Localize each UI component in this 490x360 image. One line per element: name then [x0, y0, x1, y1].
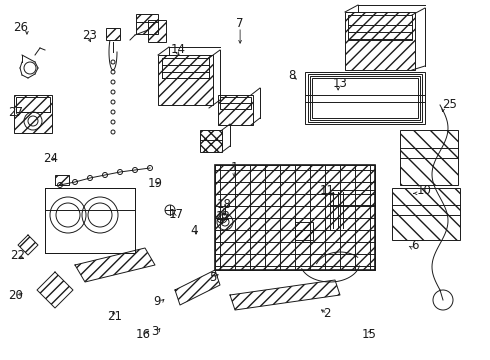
Text: 25: 25 — [442, 98, 457, 111]
Text: 15: 15 — [362, 328, 376, 341]
Text: 27: 27 — [8, 106, 23, 119]
Bar — [218, 95, 253, 125]
Bar — [348, 15, 412, 40]
Bar — [162, 58, 209, 78]
Text: 12: 12 — [216, 210, 231, 222]
Bar — [200, 130, 222, 152]
Bar — [330, 190, 375, 230]
Text: 2: 2 — [323, 307, 331, 320]
Bar — [45, 188, 135, 253]
Text: 22: 22 — [10, 249, 25, 262]
Text: 8: 8 — [288, 69, 295, 82]
Text: 14: 14 — [171, 43, 186, 56]
Text: 19: 19 — [148, 177, 163, 190]
Text: 4: 4 — [190, 224, 197, 237]
Text: 13: 13 — [332, 77, 347, 90]
Text: 6: 6 — [412, 239, 419, 252]
Text: 24: 24 — [43, 152, 58, 165]
Bar — [136, 14, 158, 34]
Text: 16: 16 — [135, 328, 150, 341]
Bar — [55, 175, 69, 185]
Bar — [158, 55, 213, 105]
Text: 20: 20 — [8, 289, 23, 302]
Text: 5: 5 — [209, 271, 216, 284]
Bar — [16, 97, 50, 112]
Bar — [392, 188, 460, 240]
Text: 23: 23 — [82, 29, 97, 42]
Text: 1: 1 — [230, 161, 238, 174]
Text: 21: 21 — [107, 310, 122, 323]
Bar — [400, 130, 458, 185]
Bar — [310, 76, 420, 120]
Text: 9: 9 — [153, 295, 160, 308]
Text: 26: 26 — [14, 21, 28, 33]
Text: 10: 10 — [416, 184, 431, 197]
Bar — [14, 95, 52, 133]
Text: 7: 7 — [236, 17, 244, 30]
Bar — [215, 165, 375, 270]
Text: 11: 11 — [319, 184, 335, 197]
Bar — [295, 222, 313, 240]
Bar — [308, 74, 422, 122]
Bar — [148, 20, 166, 42]
Bar — [345, 12, 415, 70]
Bar — [215, 165, 375, 270]
Bar — [220, 97, 251, 109]
Text: 18: 18 — [217, 198, 232, 211]
Bar — [312, 78, 418, 118]
Text: 17: 17 — [169, 208, 184, 221]
Bar — [305, 72, 425, 124]
Text: 3: 3 — [151, 325, 158, 338]
Bar — [106, 28, 120, 40]
